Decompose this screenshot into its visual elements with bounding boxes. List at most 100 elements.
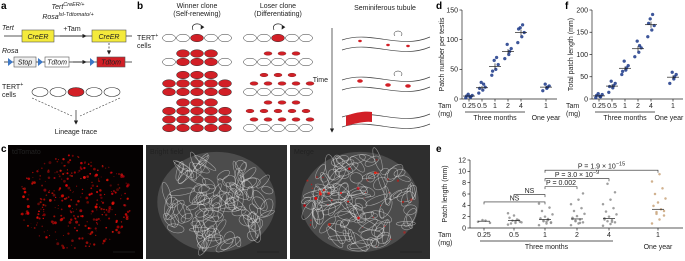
red-signal <box>379 204 381 206</box>
loxp <box>90 58 95 66</box>
data-point <box>541 89 545 93</box>
data-point <box>604 210 608 213</box>
red-signal <box>22 195 24 197</box>
red-signal <box>79 167 81 169</box>
sig-label-part: −15 <box>616 162 625 168</box>
tubule <box>341 36 431 52</box>
tdtom-label: Tdtom <box>47 60 67 67</box>
red-signal <box>74 218 77 220</box>
panel-label: e <box>436 144 442 155</box>
data-point <box>664 197 667 200</box>
sig-label-part: −9 <box>593 170 599 176</box>
cell <box>162 87 176 97</box>
red-signal <box>92 218 96 221</box>
tubule-outline <box>259 210 275 218</box>
diff-cell <box>259 108 269 113</box>
cell <box>243 33 257 43</box>
cell <box>285 57 299 67</box>
tubule-outline <box>261 186 274 195</box>
red-signal <box>80 215 82 217</box>
data-point <box>569 223 573 227</box>
cell <box>204 98 218 107</box>
red-signal <box>90 164 93 168</box>
red-signal <box>76 185 78 187</box>
red-signal <box>91 181 93 183</box>
diff-cell <box>249 117 259 122</box>
cell <box>299 33 313 43</box>
data-point <box>543 82 547 86</box>
tubule-outline <box>365 194 388 206</box>
tubule-outline <box>247 230 258 242</box>
red-signal <box>310 183 313 186</box>
red-signal <box>375 158 378 161</box>
tubule-outline <box>232 160 242 185</box>
red-signal <box>95 230 97 232</box>
red-signal <box>95 218 98 221</box>
cell <box>204 57 218 67</box>
data-point <box>650 12 655 17</box>
patch <box>346 111 372 126</box>
y-tick-label: 100 <box>446 37 458 44</box>
tubule-outline <box>370 238 380 248</box>
cell <box>204 79 218 88</box>
tubule-outline <box>318 200 338 206</box>
red-signal <box>62 173 65 176</box>
red-signal <box>67 186 71 190</box>
tubule-outline <box>382 219 391 245</box>
cells-label: TERT+ <box>137 33 158 42</box>
data-point <box>569 202 573 206</box>
red-signal <box>94 173 98 177</box>
red-signal <box>58 175 61 178</box>
cell <box>176 49 190 58</box>
cell <box>85 87 103 97</box>
red-signal <box>90 231 93 235</box>
red-signal <box>80 177 82 180</box>
red-signal <box>71 244 73 246</box>
red-signal <box>125 215 129 219</box>
red-signal <box>111 202 115 205</box>
tubule-outline <box>215 238 234 253</box>
diff-cell <box>287 108 297 113</box>
data-point <box>615 213 618 216</box>
cell <box>218 33 232 43</box>
tubule-outline <box>349 172 363 184</box>
tdtom-label: Tdtom <box>101 60 121 67</box>
data-point <box>655 212 658 216</box>
tubule-outline <box>198 233 213 256</box>
red-signal <box>68 220 72 224</box>
data-point <box>648 17 652 21</box>
red-signal <box>102 239 106 243</box>
tubule-outline <box>332 182 352 201</box>
red-signal <box>54 157 57 160</box>
red-signal <box>28 194 30 196</box>
red-signal <box>85 196 89 200</box>
tubule-outline <box>231 206 247 217</box>
red-signal <box>71 175 73 177</box>
tubule-outline <box>335 219 347 245</box>
data-point <box>505 42 509 47</box>
red-signal <box>116 225 120 229</box>
red-signal <box>51 192 54 194</box>
tubule-outline <box>195 220 206 237</box>
red-signal <box>68 204 71 208</box>
data-point <box>622 59 626 63</box>
x-axis-label: (mg) <box>438 240 452 247</box>
red-signal <box>388 191 390 193</box>
data-point <box>506 223 510 226</box>
cell <box>218 87 232 97</box>
red-signal <box>67 232 70 235</box>
red-signal <box>38 178 41 180</box>
red-signal <box>109 184 112 187</box>
diff-cell <box>263 117 273 122</box>
cell <box>190 87 204 97</box>
panel-label: d <box>436 1 442 12</box>
data-point <box>594 93 599 98</box>
tubule-outline <box>229 183 249 200</box>
data-point <box>646 35 650 39</box>
red-signal <box>45 194 48 197</box>
red-signal <box>60 214 63 217</box>
y-tick-label: 150 <box>576 30 588 37</box>
data-point <box>620 72 624 77</box>
red-signal <box>99 206 101 208</box>
x-tick-label: 1 <box>656 232 660 239</box>
